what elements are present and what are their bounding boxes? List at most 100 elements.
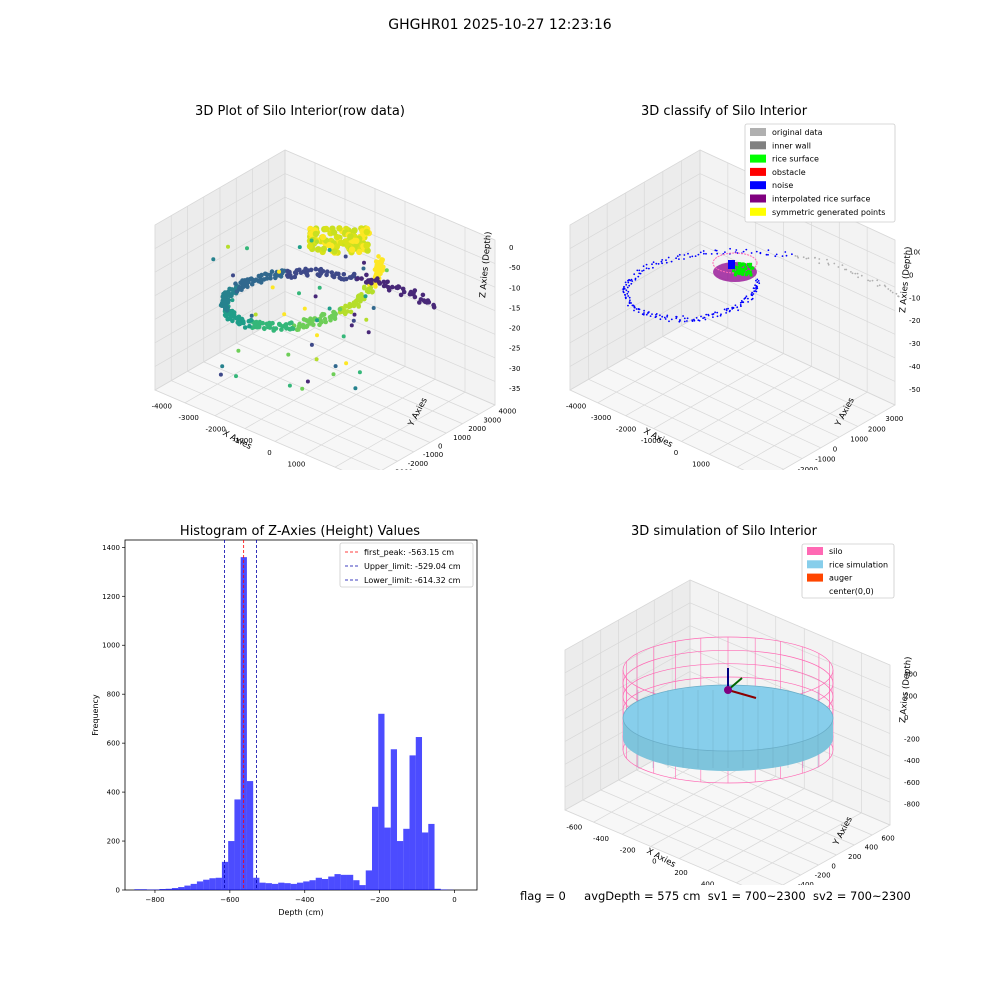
noise-point <box>805 257 808 260</box>
flag-value: flag = 0 <box>520 889 566 903</box>
depth-point <box>262 326 267 331</box>
noise-point <box>784 251 787 253</box>
depth-point <box>242 325 248 330</box>
z-tick-label: -3000 <box>909 340 920 348</box>
noise-point <box>759 252 762 255</box>
depth-point <box>263 271 268 277</box>
noise-point <box>657 263 660 265</box>
histogram-title: Histogram of Z-Axies (Height) Values <box>179 524 421 539</box>
y-tick-label: 1200 <box>102 593 120 601</box>
depth-point <box>420 292 426 298</box>
depth-point <box>292 274 298 280</box>
depth-point <box>304 318 309 323</box>
y-tick-label: 600 <box>107 740 120 748</box>
rice-surface-point <box>739 267 743 271</box>
z-tick-label: -2000 <box>909 317 920 325</box>
y-tick-label: 600 <box>881 834 894 842</box>
noise-point <box>649 315 652 317</box>
figure-title: GHGHR01 2025-10-27 12:23:16 <box>388 17 612 33</box>
noise-point <box>702 317 704 319</box>
simulation-plot-title: 3D simulation of Silo Interior <box>631 524 817 539</box>
z-tick-label: -400 <box>904 757 920 765</box>
histogram-bar <box>253 877 260 890</box>
noise-point <box>625 289 628 292</box>
noise-point <box>666 315 668 318</box>
rice-surface-point <box>741 268 745 272</box>
depth-point <box>271 326 277 331</box>
histogram-bar <box>334 874 341 890</box>
depth-point <box>362 284 367 290</box>
legend-swatch <box>750 167 766 176</box>
noise-point <box>661 262 663 265</box>
depth-point <box>400 286 406 292</box>
y-tick-label: 3000 <box>483 416 501 424</box>
depth-point <box>356 304 362 309</box>
depth-point <box>371 306 376 310</box>
grid-line <box>154 196 286 273</box>
noise-point <box>841 264 844 266</box>
noise-point <box>715 249 718 252</box>
x-tick-label: -3000 <box>179 414 199 422</box>
depth-point <box>315 239 319 244</box>
grid-line <box>154 243 286 320</box>
depth-point <box>384 268 389 273</box>
noise-point <box>755 288 757 290</box>
noise-point <box>714 249 717 252</box>
noise-point <box>767 253 769 256</box>
noise-point <box>728 310 731 313</box>
noise-point <box>678 258 680 260</box>
depth-point <box>234 374 238 379</box>
depth-point <box>233 281 238 286</box>
noise-point <box>637 275 640 278</box>
legend-label: silo <box>829 547 843 556</box>
grid-line <box>689 602 891 689</box>
noise-point <box>633 306 636 309</box>
grid-line <box>588 378 784 470</box>
noise-point <box>631 280 634 282</box>
rice-surface-point <box>744 267 748 270</box>
x-tick-label: -1000 <box>641 437 661 445</box>
x-tick-label: -2000 <box>205 426 225 434</box>
grid-line <box>252 333 463 425</box>
depth-point <box>308 230 315 237</box>
histogram-bar <box>265 883 272 890</box>
legend-swatch <box>807 573 823 582</box>
noise-point <box>753 290 756 293</box>
rice-surface-point <box>732 269 735 273</box>
depth-point <box>268 275 273 281</box>
histogram-bar <box>390 749 398 890</box>
grid-line <box>154 389 343 470</box>
noise-point <box>678 320 681 323</box>
grid-line <box>600 789 801 876</box>
grid-line <box>606 368 803 459</box>
noise-point <box>807 257 810 260</box>
y-tick-label: 400 <box>107 789 120 797</box>
grid-line <box>284 173 496 264</box>
noise-point <box>624 293 626 296</box>
noise-point <box>660 260 663 263</box>
grid-line <box>654 759 855 846</box>
noise-point <box>895 292 898 295</box>
noise-point <box>697 253 700 256</box>
noise-point <box>641 270 643 272</box>
noise-point <box>732 306 735 309</box>
noise-point <box>747 297 749 300</box>
noise-point <box>723 308 726 311</box>
depth-point <box>417 300 422 305</box>
noise-point <box>711 313 714 316</box>
noise-point <box>699 251 702 254</box>
depth-point <box>363 242 370 249</box>
depth-point <box>341 272 347 277</box>
histogram-bar <box>215 877 222 890</box>
legend-frame <box>801 543 895 599</box>
depth-point <box>320 245 328 253</box>
histogram-bar <box>246 781 254 890</box>
histogram-bar <box>240 557 247 890</box>
noise-point <box>725 309 728 312</box>
noise-point <box>752 293 755 295</box>
grid-line <box>699 291 896 382</box>
x-tick-label: -3000 <box>591 414 611 422</box>
x-tick-label: -1000 <box>232 437 252 445</box>
depth-point <box>333 233 341 241</box>
noise-point <box>648 267 650 270</box>
